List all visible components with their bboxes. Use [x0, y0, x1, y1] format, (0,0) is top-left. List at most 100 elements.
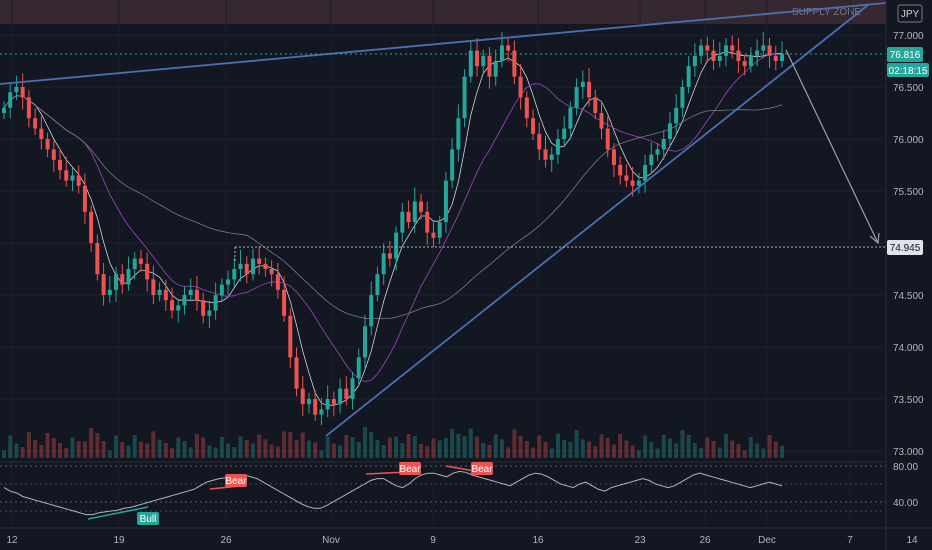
volume-bar: [593, 446, 598, 458]
candle-body: [263, 263, 268, 269]
divergence-tag-label: Bull: [140, 514, 157, 525]
volume-bar: [294, 440, 299, 458]
volume-bar: [400, 443, 405, 458]
candle-body: [667, 123, 672, 139]
upper-trendline[interactable]: [0, 2, 887, 85]
volume-bar: [300, 432, 305, 458]
volume-bar: [213, 447, 218, 458]
candle-body: [555, 139, 560, 155]
candle-body: [549, 154, 554, 160]
candle-body: [51, 149, 56, 160]
divergence-tags: Bear Bear Bear Bull: [137, 462, 493, 525]
candle-body: [730, 45, 735, 51]
candle-body: [443, 180, 448, 223]
candle-body: [767, 45, 772, 56]
candle-body: [512, 50, 517, 77]
candle-body: [226, 279, 231, 285]
divergence-tag-box: [137, 512, 159, 525]
y-tick-label: 73.000: [893, 447, 924, 458]
lower-trendline[interactable]: [325, 4, 869, 437]
volume-bar: [20, 447, 25, 458]
volume-bar: [761, 448, 766, 458]
candle-body: [524, 97, 529, 119]
volume-bar: [518, 436, 523, 458]
volume-bar: [26, 432, 31, 458]
volume-bar: [674, 443, 679, 458]
volume-bar: [238, 436, 243, 458]
candle-body: [748, 55, 753, 67]
candle-body: [450, 149, 455, 181]
volume-bar: [201, 437, 206, 458]
candle-body: [481, 55, 486, 67]
moving-averages: [3, 51, 783, 406]
candle-body: [462, 76, 467, 119]
candle-body: [475, 50, 480, 67]
divergence-tag-box: [471, 462, 493, 475]
candle-body: [201, 300, 206, 316]
volume-bar: [412, 436, 417, 458]
volume-bar: [506, 447, 511, 458]
candle-body: [400, 211, 405, 233]
volume-bar: [369, 432, 374, 458]
candle-body: [250, 258, 255, 275]
candle-body: [587, 81, 592, 98]
y-tick-label: 73.500: [893, 395, 924, 406]
volume-bar: [58, 443, 63, 458]
candle-body: [499, 45, 504, 61]
candle-body: [157, 289, 162, 295]
volume-bar: [114, 435, 119, 458]
candle-body: [338, 388, 343, 405]
candle-body: [674, 107, 679, 124]
y-tick-label: 74.500: [893, 291, 924, 302]
divergence-tag-label: Bear: [225, 476, 247, 487]
volume-bar: [487, 445, 492, 458]
candle-body: [107, 289, 112, 295]
candle-body: [70, 175, 75, 181]
volume-bar: [512, 429, 517, 458]
candle-body: [207, 310, 212, 316]
candle-body: [213, 295, 218, 311]
candle-body: [14, 87, 19, 93]
time-axis[interactable]: 12 19 26 Nov 9 16 23 26 Dec 7 14: [6, 535, 918, 546]
volume-bar: [574, 430, 579, 458]
volume-bar: [157, 439, 162, 458]
candle-body: [618, 165, 623, 176]
candle-body: [599, 113, 604, 129]
projection-arrow[interactable]: [785, 49, 879, 244]
volume-bar: [475, 436, 480, 458]
candle-body: [2, 107, 6, 113]
candle-body: [114, 274, 119, 290]
y-tick-label: 74.000: [893, 343, 924, 354]
x-tick-label: 14: [906, 535, 918, 546]
candle-body: [319, 409, 324, 415]
volume-bar: [742, 450, 747, 458]
volume-bar: [605, 438, 610, 458]
volume-bar: [736, 444, 741, 458]
volume-bar: [686, 435, 691, 458]
candle-body: [381, 253, 386, 275]
candle-body: [170, 300, 175, 311]
x-tick-label: 26: [220, 535, 232, 546]
volume-bar: [82, 441, 87, 458]
volume-bar: [661, 435, 666, 458]
volume-bar: [723, 434, 728, 458]
candle-body: [120, 274, 125, 285]
candle-body: [58, 159, 63, 171]
currency-badge-box[interactable]: [897, 4, 923, 23]
divergence-tag-label: Bear: [399, 464, 421, 475]
volume-bar: [344, 435, 349, 458]
volume-bar: [537, 435, 542, 458]
x-tick-label: 9: [430, 535, 436, 546]
candle-body: [176, 305, 181, 311]
divergence-tag-label: Bear: [471, 464, 493, 475]
volume-bar: [207, 445, 212, 458]
supply-zone: [0, 0, 886, 24]
volume-bar: [499, 439, 504, 458]
volume-bar: [257, 434, 262, 458]
rsi-axis: 80.00 40.00: [893, 462, 918, 509]
candle-body: [686, 66, 691, 87]
volume-bar: [319, 450, 324, 458]
candle-body: [188, 289, 193, 295]
candle-body: [537, 133, 542, 150]
